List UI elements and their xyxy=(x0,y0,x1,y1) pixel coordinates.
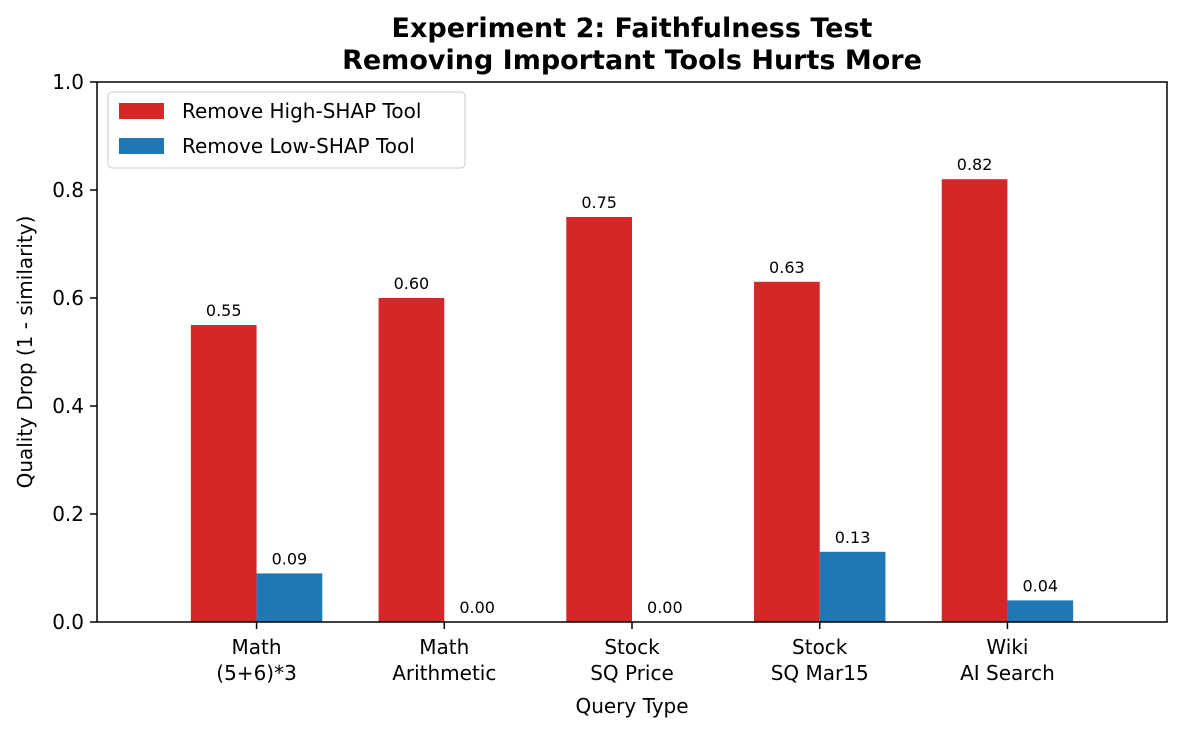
x-tick-label-0-line-0: Math xyxy=(232,635,282,659)
x-tick-label-1-line-0: Math xyxy=(419,635,469,659)
x-tick-label-2-line-1: SQ Price xyxy=(590,661,674,685)
x-tick-label-1-line-1: Arithmetic xyxy=(392,661,496,685)
bar-high-shap-3 xyxy=(754,281,820,622)
plot-area: 0.55 0.60 0.75 0.63 0.82 0.09 0.00 0.00 0.13 0.04… xyxy=(52,70,1168,685)
data-label-low-shap-2: 0.00 xyxy=(647,598,683,617)
bar-high-shap-4 xyxy=(941,179,1008,622)
x-axis-label: Query Type xyxy=(575,694,688,718)
data-label-high-shap-1: 0.60 xyxy=(394,274,430,293)
bar-low-shap-4 xyxy=(1007,600,1074,622)
data-label-high-shap-2: 0.75 xyxy=(581,193,617,212)
legend-label-low-shap: Remove Low-SHAP Tool xyxy=(182,134,415,158)
y-tick-label-0: 0.0 xyxy=(52,610,84,634)
x-tick-label-4-line-0: Wiki xyxy=(986,635,1028,659)
x-tick-label-3-line-0: Stock xyxy=(792,635,848,659)
y-tick-label-2: 0.4 xyxy=(52,394,84,418)
chart-title-line-1: Experiment 2: Faithfulness Test xyxy=(392,13,873,44)
data-label-low-shap-4: 0.04 xyxy=(1022,576,1058,595)
data-label-high-shap-4: 0.82 xyxy=(957,155,993,174)
bar-high-shap-1 xyxy=(378,298,445,622)
data-label-high-shap-3: 0.63 xyxy=(769,258,805,277)
data-label-low-shap-1: 0.00 xyxy=(459,598,495,617)
y-tick-label-1: 0.2 xyxy=(52,502,84,526)
x-tick-label-4-line-1: AI Search xyxy=(960,661,1055,685)
legend-label-high-shap: Remove High-SHAP Tool xyxy=(182,99,421,123)
data-label-low-shap-0: 0.09 xyxy=(272,549,308,568)
bar-high-shap-0 xyxy=(190,325,257,622)
legend-box xyxy=(107,91,466,169)
data-label-low-shap-3: 0.13 xyxy=(835,528,871,547)
bar-low-shap-3 xyxy=(819,551,886,622)
bar-high-shap-2 xyxy=(566,217,632,622)
data-label-high-shap-0: 0.55 xyxy=(206,301,242,320)
legend-swatch-high-shap xyxy=(119,103,164,119)
legend-swatch-low-shap xyxy=(119,138,164,154)
y-tick-label-5: 1.0 xyxy=(52,70,84,94)
chart-title-line-2: Removing Important Tools Hurts More xyxy=(342,45,922,76)
y-tick-label-4: 0.8 xyxy=(52,178,84,202)
y-axis-label: Quality Drop (1 - similarity) xyxy=(13,216,37,489)
x-tick-label-2-line-0: Stock xyxy=(604,635,660,659)
x-tick-label-0-line-1: (5+6)*3 xyxy=(216,661,297,685)
x-tick-label-3-line-1: SQ Mar15 xyxy=(771,661,869,685)
bar-low-shap-0 xyxy=(256,573,323,622)
y-tick-label-3: 0.6 xyxy=(52,286,84,310)
